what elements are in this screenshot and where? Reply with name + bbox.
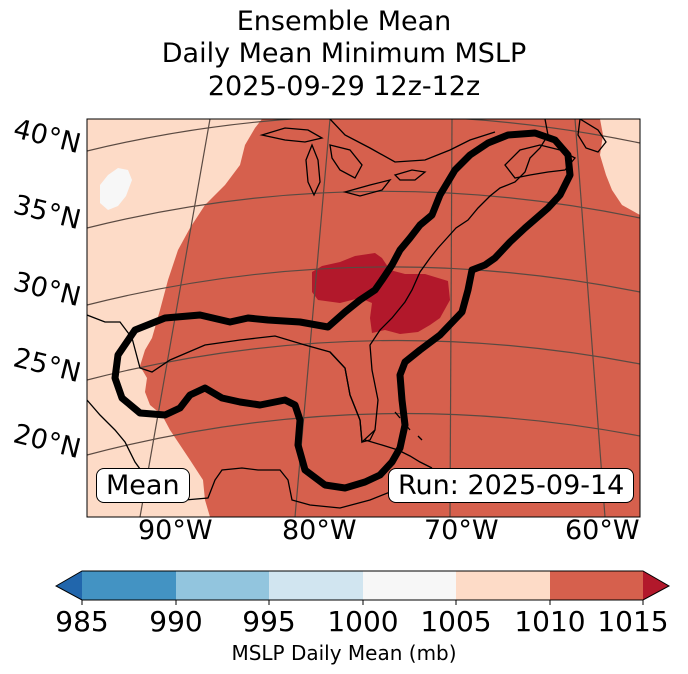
- title-line-2: Daily Mean Minimum MSLP: [161, 38, 527, 69]
- map-panel: [87, 119, 640, 517]
- colorbar-segment-985-990: [82, 571, 176, 600]
- cuba: [364, 439, 433, 469]
- lon-label-80w: 80°W: [282, 515, 357, 546]
- colorbar-segment-995-1000: [269, 571, 363, 600]
- lon-label-70w: 70°W: [424, 515, 499, 546]
- annotation-mean: Mean: [96, 468, 190, 503]
- colorbar-segment-1000-1005: [363, 571, 456, 600]
- colorbar-segment-990-995: [176, 571, 269, 600]
- annotation-run-date: Run: 2025-09-14: [388, 468, 635, 503]
- parallel-25n: [87, 339, 640, 381]
- lake-huron: [329, 144, 363, 179]
- newfoundland-area: [577, 119, 607, 153]
- great-lakes-region-border: [329, 119, 496, 163]
- lake-michigan: [305, 143, 321, 197]
- near-white-patch: [100, 168, 132, 210]
- meridian-70w: [449, 119, 453, 517]
- map-frame: [86, 118, 641, 518]
- colorbar-segment-1005-1010: [456, 571, 550, 600]
- colorbar-tick-label: 995: [242, 605, 296, 638]
- lake-erie: [342, 178, 392, 197]
- colorbar-label: MSLP Daily Mean (mb): [231, 641, 457, 665]
- lake-superior: [259, 127, 324, 143]
- pressure-core-1015: [312, 253, 450, 334]
- parallel-20n: [87, 412, 640, 456]
- colorbar-tick-label: 1000: [327, 605, 399, 638]
- florida-peninsula: [329, 351, 376, 443]
- title-line-1: Ensemble Mean: [236, 6, 452, 37]
- parallel-30n: [87, 266, 640, 306]
- mean-contour: [111, 129, 574, 492]
- colorbar: [54, 570, 671, 605]
- mexico-yucatan-coast: [87, 399, 406, 509]
- parallel-40n: [87, 119, 640, 152]
- colorbar-tick-label: 1010: [514, 605, 586, 638]
- colorbar-ticks: [81, 600, 644, 605]
- parallel-35n: [87, 190, 640, 229]
- colorbar-tick-label: 1015: [597, 605, 669, 638]
- us-gulf-atlantic-coast: [87, 119, 549, 444]
- colorbar-tick-label: 1005: [420, 605, 492, 638]
- colorbar-tick-label: 985: [55, 605, 109, 638]
- meridian-60w: [574, 119, 606, 517]
- title-line-3: 2025-09-29 12z-12z: [207, 71, 481, 102]
- colorbar-tick-label: 990: [149, 605, 203, 638]
- colorbar-segment-1010-1015: [550, 571, 643, 600]
- colorbar-over-extension: [643, 571, 669, 600]
- lon-label-90w: 90°W: [138, 515, 213, 546]
- lake-ontario: [393, 169, 427, 181]
- lon-label-60w: 60°W: [565, 515, 640, 546]
- colorbar-under-extension: [56, 571, 82, 600]
